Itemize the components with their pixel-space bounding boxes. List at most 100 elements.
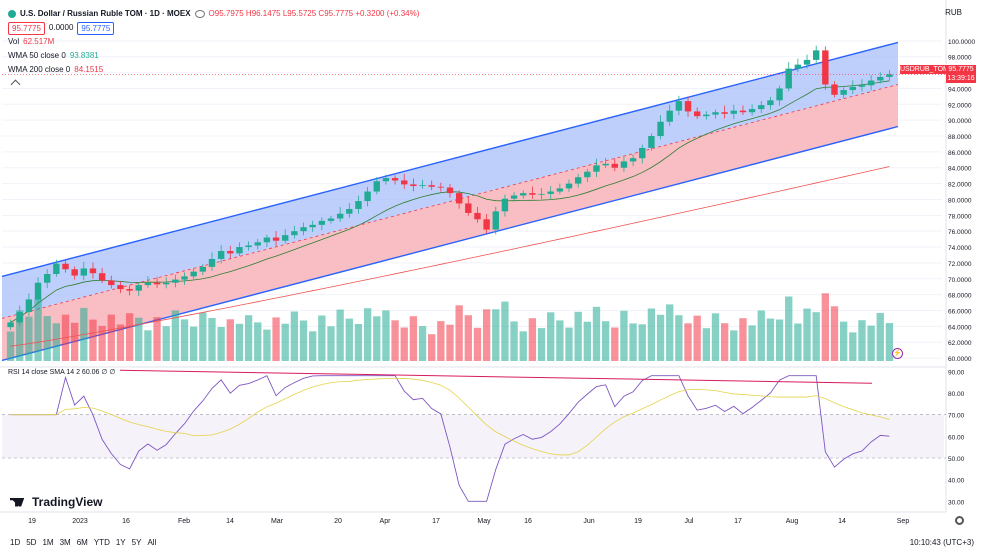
rsi-legend[interactable]: RSI 14 close SMA 14 2 60.06 ∅ ∅ <box>8 369 116 376</box>
volume-bar <box>244 315 253 361</box>
collapse-legend-icon[interactable] <box>10 79 21 90</box>
volume-bar <box>583 321 591 361</box>
volume-bar <box>666 304 674 361</box>
wma200-label[interactable]: WMA 200 close 0 <box>8 65 71 74</box>
candle-body <box>465 203 472 213</box>
candle-body <box>675 101 683 111</box>
candle <box>474 206 481 223</box>
candle-body <box>877 76 884 81</box>
timeframe-5d[interactable]: 5D <box>26 538 37 547</box>
timeframe-1y[interactable]: 1Y <box>115 538 126 547</box>
lightning-icon[interactable]: ⚡ <box>892 348 903 359</box>
regression-channel <box>1 41 899 362</box>
volume-bar <box>482 309 491 361</box>
volume-bar <box>235 323 244 361</box>
volume-bar <box>547 312 555 361</box>
volume-bar <box>290 311 299 361</box>
volume-bar <box>775 319 784 361</box>
volume-label[interactable]: Vol <box>8 37 20 46</box>
candle <box>410 178 417 192</box>
candle <box>282 229 289 244</box>
candle-body <box>822 50 829 85</box>
price-tick-label: 64.0000 <box>948 324 972 331</box>
candle <box>7 319 14 330</box>
tradingview-logo[interactable]: TradingView <box>10 495 102 509</box>
volume-bar <box>6 331 15 361</box>
time-axis[interactable]: 19 2023 16 Feb 14 Mar 20 Apr 17 May 16 Jun 19 Jul 17 Au… <box>0 511 946 525</box>
volume-bar <box>739 318 747 361</box>
price-tick-label: 82.0000 <box>948 182 972 189</box>
candle <box>602 157 609 169</box>
rsi-trendline <box>119 369 873 384</box>
volume-bar <box>629 323 637 361</box>
eye-icon[interactable] <box>194 10 205 18</box>
candle <box>767 96 774 110</box>
candle <box>254 238 261 250</box>
candle <box>245 241 252 251</box>
price-tick-label: 66.0000 <box>948 308 972 315</box>
timeframe-ytd[interactable]: YTD <box>93 538 110 547</box>
candle <box>803 54 811 69</box>
symbol-title[interactable]: U.S. Dollar / Russian Ruble TOM · 1D · M… <box>20 9 191 18</box>
wma50-label[interactable]: WMA 50 close 0 <box>8 51 66 60</box>
candle <box>428 180 435 191</box>
timeframe-all[interactable]: All <box>147 538 157 547</box>
candle <box>629 154 637 167</box>
candle-body <box>657 121 664 137</box>
volume-bar <box>675 315 683 361</box>
candle-body <box>529 193 536 195</box>
candle-body <box>43 274 51 283</box>
channel-lower-line <box>1 125 899 362</box>
price-tick-label: 62.0000 <box>948 340 972 347</box>
candle <box>80 261 88 281</box>
candle-body <box>739 110 747 113</box>
candle <box>648 133 655 151</box>
candle-body <box>190 271 197 277</box>
wma200-line <box>10 166 890 347</box>
price-tick-label: 60.0000 <box>948 356 972 363</box>
volume-bar <box>373 316 381 361</box>
timeframe-1m[interactable]: 1M <box>42 538 54 547</box>
candle <box>373 177 380 195</box>
volume-bar <box>437 321 445 361</box>
candle-body <box>849 86 857 91</box>
candle <box>529 186 536 199</box>
time-tick-label: Feb <box>178 518 190 525</box>
clock[interactable]: 10:10:43 (UTC+3) <box>909 538 974 547</box>
candle-body <box>291 231 298 236</box>
candle-body <box>181 276 188 280</box>
candle <box>300 222 307 236</box>
volume-bar <box>556 320 564 361</box>
sell-button[interactable]: 95.7775 <box>8 21 45 35</box>
timeframe-3m[interactable]: 3M <box>59 538 71 547</box>
volume-bar <box>208 318 216 361</box>
timeframe-1d[interactable]: 1D <box>10 538 21 547</box>
gear-icon[interactable] <box>955 516 964 525</box>
price-tick-label: 74.0000 <box>948 245 972 252</box>
volume-bar <box>254 322 262 361</box>
rsi-axis[interactable]: 30.00 40.00 50.00 60.00 70.00 80.00 90.00 <box>948 369 965 506</box>
candle-body <box>117 285 124 290</box>
candle-body <box>428 185 435 187</box>
currency-label[interactable]: RUB <box>945 8 962 17</box>
candle <box>712 109 719 119</box>
candle-body <box>153 282 161 285</box>
price-tick-label: 84.0000 <box>948 166 972 173</box>
candle <box>217 245 225 264</box>
volume-bar <box>25 316 33 361</box>
candle <box>501 194 509 217</box>
buy-button[interactable]: 95.7775 <box>77 21 115 35</box>
candle <box>382 174 390 185</box>
channel-upper-line <box>1 41 899 278</box>
volume-bar <box>98 325 106 361</box>
candle-body <box>126 289 133 291</box>
candle <box>291 225 298 239</box>
price-tick-label: 94.0000 <box>948 86 972 93</box>
timeframe-5y[interactable]: 5Y <box>131 538 142 547</box>
channel-upper-fill <box>2 42 898 319</box>
candle-body <box>327 218 335 221</box>
candle-body <box>135 285 142 291</box>
timeframe-6m[interactable]: 6M <box>76 538 88 547</box>
volume-bar <box>144 330 152 361</box>
